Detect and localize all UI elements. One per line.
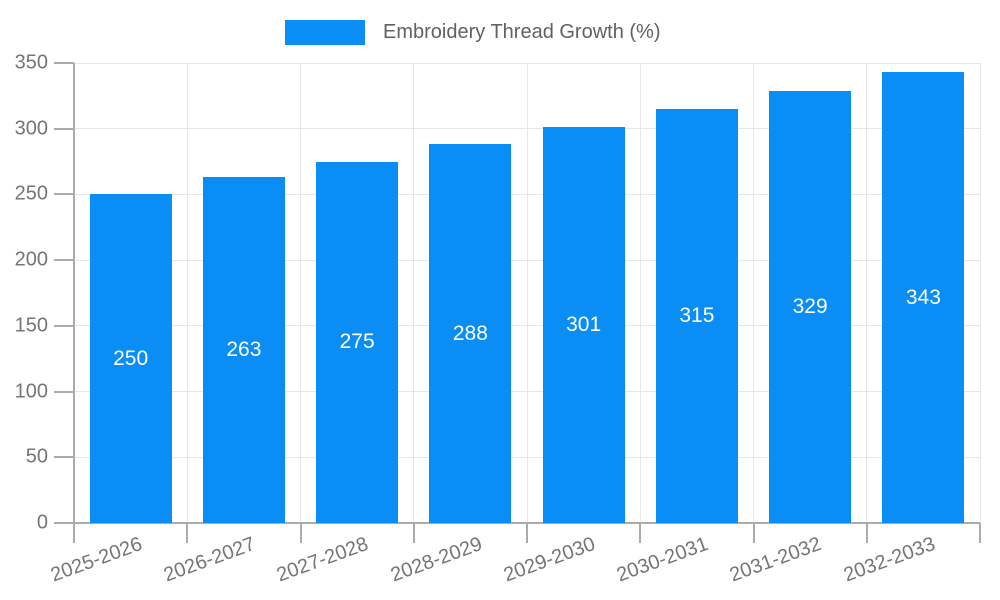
bar[interactable]: 263 bbox=[202, 177, 285, 523]
gridline-vertical bbox=[526, 63, 528, 523]
x-tick-label: 2032-2033 bbox=[840, 533, 938, 587]
x-axis-tick bbox=[526, 523, 528, 543]
y-axis-tick bbox=[54, 456, 74, 459]
y-tick-label: 150 bbox=[14, 314, 48, 337]
y-axis-tick bbox=[54, 522, 74, 524]
y-axis-tick bbox=[54, 259, 74, 262]
y-tick-label: 50 bbox=[25, 445, 48, 468]
y-axis-tick bbox=[54, 127, 74, 130]
bar[interactable]: 315 bbox=[655, 109, 738, 523]
bar-value-label: 263 bbox=[226, 338, 262, 362]
bar[interactable]: 288 bbox=[429, 144, 512, 523]
x-tick-label: 2028-2029 bbox=[387, 533, 485, 587]
bar[interactable]: 343 bbox=[882, 72, 965, 523]
x-axis-tick bbox=[299, 523, 302, 543]
x-tick-label: 2025-2026 bbox=[47, 533, 146, 587]
y-axis-line bbox=[73, 63, 75, 523]
y-axis-tick bbox=[54, 62, 74, 64]
bar-value-label: 343 bbox=[905, 285, 941, 309]
y-axis-tick bbox=[54, 193, 74, 196]
bar-value-label: 329 bbox=[792, 294, 828, 318]
y-tick-label: 0 bbox=[36, 511, 48, 534]
x-axis-tick bbox=[865, 523, 868, 543]
x-tick-label: 2026-2027 bbox=[160, 533, 259, 587]
x-tick-label: 2031-2032 bbox=[727, 533, 825, 587]
y-tick-label: 350 bbox=[14, 51, 48, 74]
bar-value-label: 250 bbox=[113, 346, 149, 370]
bar-value-label: 301 bbox=[566, 313, 602, 337]
gridline-vertical bbox=[413, 63, 415, 523]
bar[interactable]: 275 bbox=[316, 161, 399, 523]
gridline-vertical bbox=[639, 63, 641, 523]
y-tick-label: 200 bbox=[14, 248, 48, 271]
x-axis-tick bbox=[73, 523, 75, 543]
x-axis-tick bbox=[979, 523, 981, 543]
x-axis-tick bbox=[752, 523, 755, 543]
legend-swatch bbox=[285, 20, 365, 45]
x-axis-tick bbox=[639, 523, 642, 543]
y-tick-label: 300 bbox=[14, 117, 48, 140]
bar-value-label: 275 bbox=[339, 330, 375, 354]
bar-value-label: 315 bbox=[679, 304, 715, 327]
bar-value-label: 288 bbox=[452, 321, 488, 345]
x-tick-label: 2029-2030 bbox=[500, 533, 599, 587]
gridline-vertical bbox=[300, 63, 301, 523]
x-axis-line bbox=[54, 522, 980, 524]
gridline-vertical bbox=[186, 63, 188, 523]
gridline-vertical bbox=[866, 63, 868, 523]
bar[interactable]: 250 bbox=[89, 194, 172, 523]
legend[interactable]: Embroidery Thread Growth (%) bbox=[285, 20, 661, 45]
bar[interactable]: 301 bbox=[542, 127, 625, 523]
y-tick-label: 250 bbox=[14, 182, 48, 205]
x-axis-tick bbox=[412, 523, 415, 543]
x-tick-label: 2027-2028 bbox=[274, 533, 372, 587]
gridline-vertical bbox=[753, 63, 754, 523]
x-axis-tick bbox=[186, 523, 189, 543]
y-axis-tick bbox=[54, 324, 74, 327]
x-tick-label: 2030-2031 bbox=[613, 533, 712, 587]
bar[interactable]: 329 bbox=[769, 90, 852, 523]
y-axis-tick bbox=[54, 390, 74, 393]
y-tick-label: 100 bbox=[14, 380, 48, 403]
gridline-vertical bbox=[979, 63, 981, 523]
legend-title: Embroidery Thread Growth (%) bbox=[383, 21, 661, 43]
